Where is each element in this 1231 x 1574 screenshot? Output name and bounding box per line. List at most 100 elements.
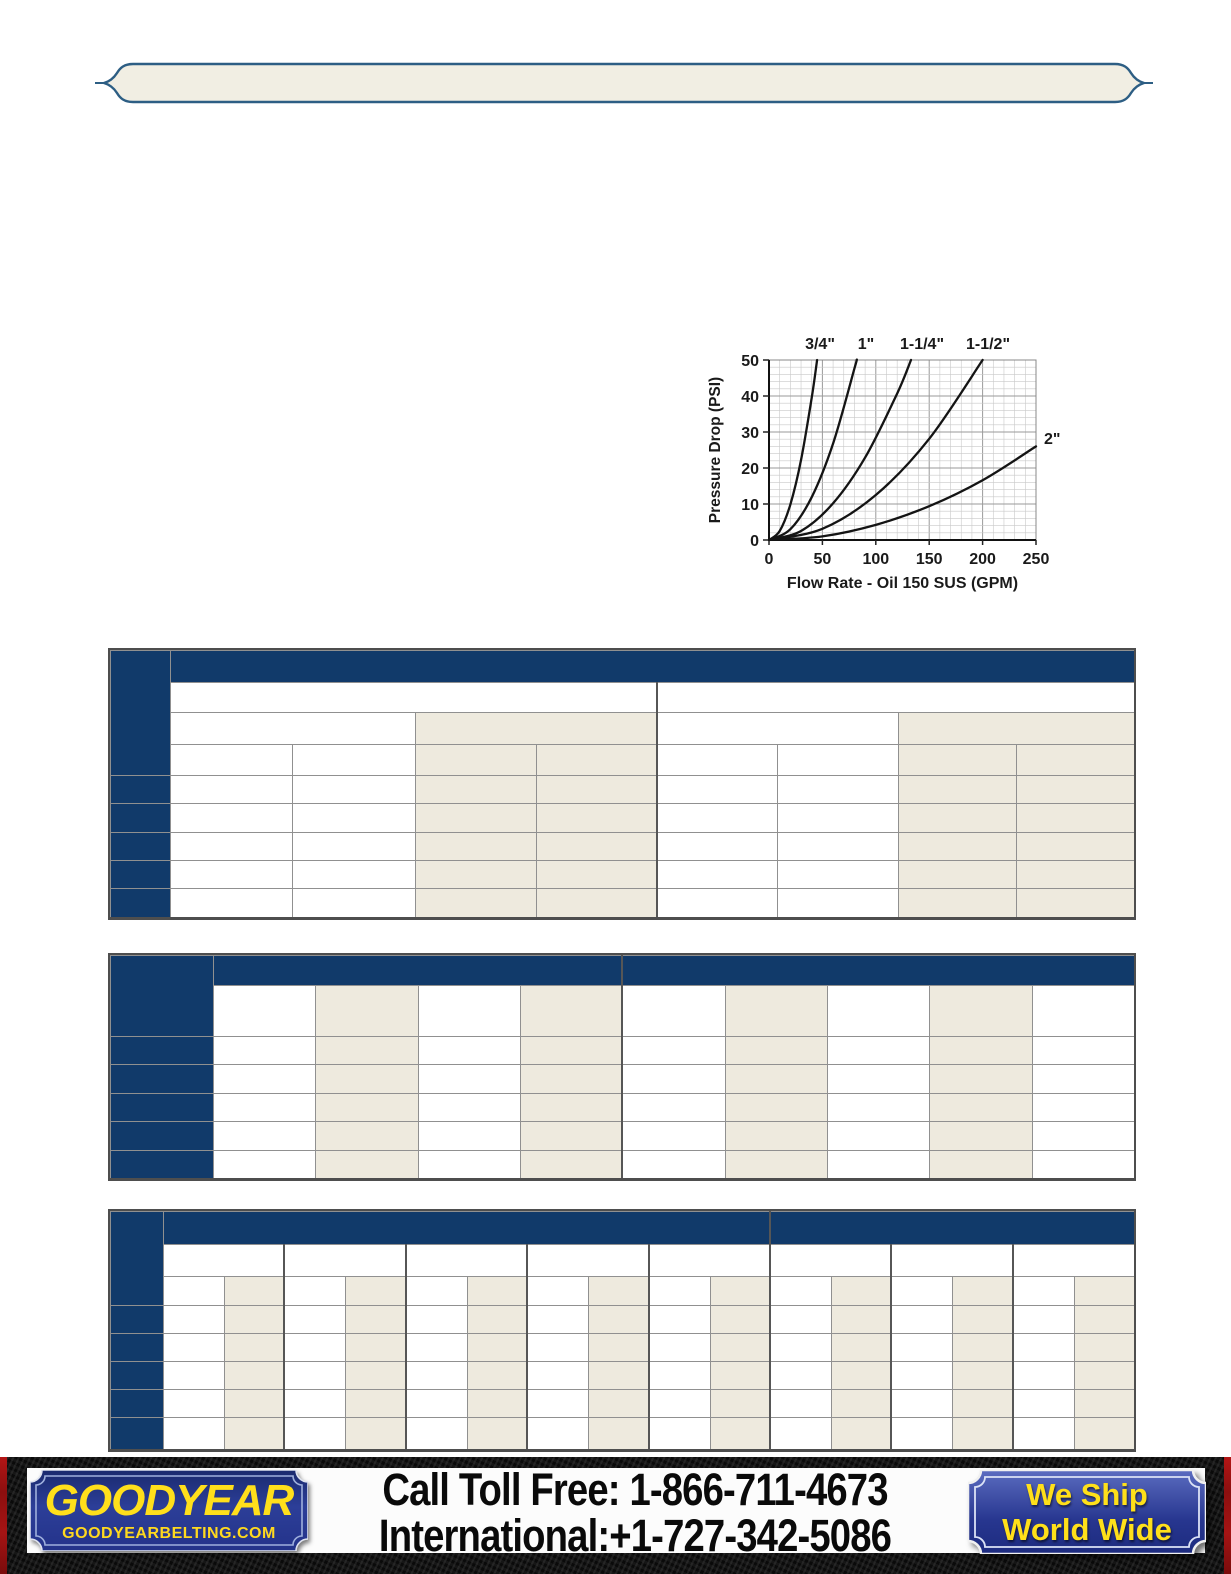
y-tick-label: 20: [741, 461, 759, 478]
table-cell: [1032, 1150, 1135, 1179]
table-cell: [710, 1389, 771, 1418]
table-cell: [622, 955, 1135, 986]
x-tick-label: 50: [814, 551, 832, 568]
table-cell: [467, 1333, 528, 1362]
table-cell: [1013, 1389, 1075, 1418]
table-cell: [831, 1361, 892, 1390]
table-cell: [315, 1064, 419, 1094]
table-cell: [406, 1389, 468, 1418]
table-cell: [110, 803, 171, 833]
table-cell: [536, 888, 658, 918]
table-cell: [649, 1389, 711, 1418]
series-label: 3/4": [805, 336, 835, 353]
table-cell: [163, 1211, 771, 1245]
table-cell: [891, 1361, 953, 1390]
table-cell: [1074, 1305, 1135, 1334]
series-label: 2": [1044, 431, 1060, 448]
table-cell: [284, 1333, 346, 1362]
table-cell: [467, 1417, 528, 1450]
table-cell: [588, 1333, 650, 1362]
table-cell: [110, 1036, 214, 1065]
table-cell: [1032, 985, 1135, 1037]
table-cell: [777, 803, 899, 833]
table-cell: [588, 1276, 650, 1306]
table-cell: [520, 1036, 623, 1065]
table-border: [108, 648, 1136, 920]
brand-name: GOODYEAR: [44, 1476, 295, 1525]
table-cell: [725, 1121, 828, 1151]
table-cell: [898, 860, 1017, 889]
table-cell: [213, 985, 316, 1037]
table-border: [108, 1209, 1136, 1452]
table-cell: [952, 1361, 1014, 1390]
table-divider: [656, 682, 658, 917]
y-tick-label: 50: [741, 353, 759, 370]
y-tick-label: 30: [741, 425, 759, 442]
table-cell: [520, 1150, 623, 1179]
table-divider: [405, 1244, 407, 1449]
y-tick-label: 0: [750, 533, 759, 550]
y-tick-label: 10: [741, 497, 759, 514]
table-cell: [929, 1036, 1033, 1065]
table-cell: [170, 650, 1135, 683]
table-cell: [170, 744, 293, 776]
table-cell: [224, 1361, 285, 1390]
title-banner: [95, 62, 1153, 104]
table-cell: [467, 1389, 528, 1418]
table-cell: [284, 1244, 407, 1277]
chart-svg: 0 50 100 150 200 250 0 10 20 30 40 50 Flow Rate - Oi…: [707, 336, 1060, 592]
table-cell: [952, 1417, 1014, 1450]
table-cell: [345, 1361, 407, 1390]
red-edge-left: [0, 1457, 7, 1574]
table-cell: [898, 803, 1017, 833]
table-cell: [520, 1064, 623, 1094]
table-cell: [418, 1121, 521, 1151]
table-cell: [1032, 1121, 1135, 1151]
table-cell: [110, 832, 171, 861]
series-curve: [767, 445, 1038, 542]
table-cell: [284, 1389, 346, 1418]
x-axis-title: Flow Rate - Oil 150 SUS (GPM): [787, 575, 1018, 592]
table-cell: [110, 955, 214, 1037]
table-cell: [213, 1121, 316, 1151]
table-divider: [890, 1244, 892, 1449]
table-cell: [467, 1276, 528, 1306]
table-cell: [110, 1064, 214, 1094]
red-edge-right: [1224, 1457, 1231, 1574]
table-cell: [315, 985, 419, 1037]
table-cell: [415, 832, 537, 861]
y-tick-label: 40: [741, 389, 759, 406]
table-cell: [415, 803, 537, 833]
table-cell: [725, 1150, 828, 1179]
table-cell: [213, 1093, 316, 1122]
table-divider: [621, 955, 623, 1178]
y-axis-title: Pressure Drop (PSI): [707, 377, 724, 523]
we-ship-badge: We Ship World Wide: [968, 1470, 1206, 1554]
table-cell: [415, 775, 537, 804]
table-border: [108, 953, 1136, 1181]
ship-line1: We Ship: [1026, 1477, 1148, 1512]
series-curve: [767, 358, 984, 542]
x-tick-label: 150: [916, 551, 943, 568]
table-cell: [891, 1417, 953, 1450]
table-cell: [110, 860, 171, 889]
table-cell: [110, 1121, 214, 1151]
table-divider: [648, 1244, 650, 1449]
contact-numbers: Call Toll Free: 1-866-711-4673 Internati…: [315, 1467, 955, 1559]
table-divider: [1012, 1244, 1014, 1449]
table-cell: [831, 1389, 892, 1418]
table-cell: [520, 1093, 623, 1122]
table-cell: [163, 1244, 285, 1277]
table-cell: [1016, 803, 1135, 833]
series-label: 1-1/2": [966, 336, 1010, 353]
table-cell: [891, 1244, 1014, 1277]
table-cell: [777, 888, 899, 918]
table-cell: [657, 888, 778, 918]
international-number: International:+1-727-342-5086: [378, 1510, 892, 1561]
table-cell: [777, 744, 899, 776]
brand-website: GOODYEARBELTING.COM: [62, 1525, 276, 1542]
table-cell: [929, 1121, 1033, 1151]
table-cell: [1013, 1305, 1075, 1334]
footer-banner: GOODYEAR GOODYEARBELTING.COM Call Toll F…: [0, 1457, 1231, 1574]
table-cell: [898, 744, 1017, 776]
